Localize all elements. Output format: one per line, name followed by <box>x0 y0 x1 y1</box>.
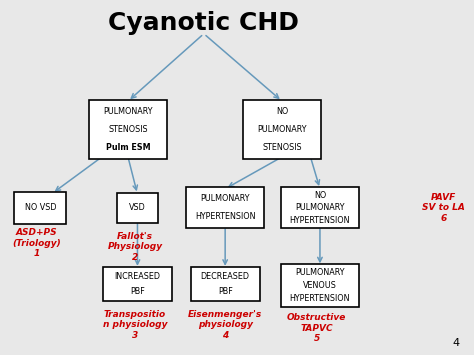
Text: PBF: PBF <box>130 287 145 296</box>
Text: Obstructive
TAPVC
5: Obstructive TAPVC 5 <box>287 313 346 343</box>
Text: ASD+PS
(Triology)
1: ASD+PS (Triology) 1 <box>12 228 61 258</box>
Text: HYPERTENSION: HYPERTENSION <box>290 294 350 303</box>
Text: PULMONARY: PULMONARY <box>295 203 345 212</box>
Text: PULMONARY: PULMONARY <box>295 268 345 277</box>
Text: STENOSIS: STENOSIS <box>108 125 148 134</box>
Text: NO VSD: NO VSD <box>25 203 56 212</box>
Text: VSD: VSD <box>129 203 146 212</box>
Text: Eisenmenger's
physiology
4: Eisenmenger's physiology 4 <box>188 310 262 340</box>
Text: HYPERTENSION: HYPERTENSION <box>195 213 255 222</box>
Text: PULMONARY: PULMONARY <box>201 194 250 203</box>
Text: NO: NO <box>276 107 288 116</box>
FancyBboxPatch shape <box>14 192 66 224</box>
Text: DECREASED: DECREASED <box>201 272 250 281</box>
Text: Fallot's
Physiology
2: Fallot's Physiology 2 <box>108 232 163 262</box>
Text: PAVF
SV to LA
6: PAVF SV to LA 6 <box>422 193 465 223</box>
FancyBboxPatch shape <box>117 192 157 223</box>
Text: INCREASED: INCREASED <box>114 272 161 281</box>
Text: STENOSIS: STENOSIS <box>262 143 302 152</box>
FancyBboxPatch shape <box>243 100 321 159</box>
FancyBboxPatch shape <box>281 187 359 228</box>
Text: VENOUS: VENOUS <box>303 281 337 290</box>
Text: PBF: PBF <box>218 287 233 296</box>
Text: Pulm ESM: Pulm ESM <box>106 143 150 152</box>
FancyBboxPatch shape <box>186 187 264 228</box>
FancyBboxPatch shape <box>103 267 172 301</box>
FancyBboxPatch shape <box>89 100 167 159</box>
Text: HYPERTENSION: HYPERTENSION <box>290 215 350 225</box>
Text: PULMONARY: PULMONARY <box>103 107 153 116</box>
FancyBboxPatch shape <box>281 264 359 307</box>
Text: PULMONARY: PULMONARY <box>257 125 307 134</box>
Text: Cyanotic CHD: Cyanotic CHD <box>109 11 299 35</box>
FancyBboxPatch shape <box>191 267 259 301</box>
Text: 4: 4 <box>453 338 460 348</box>
Text: Transpositio
n physiology
3: Transpositio n physiology 3 <box>103 310 167 340</box>
Text: NO: NO <box>314 191 326 200</box>
